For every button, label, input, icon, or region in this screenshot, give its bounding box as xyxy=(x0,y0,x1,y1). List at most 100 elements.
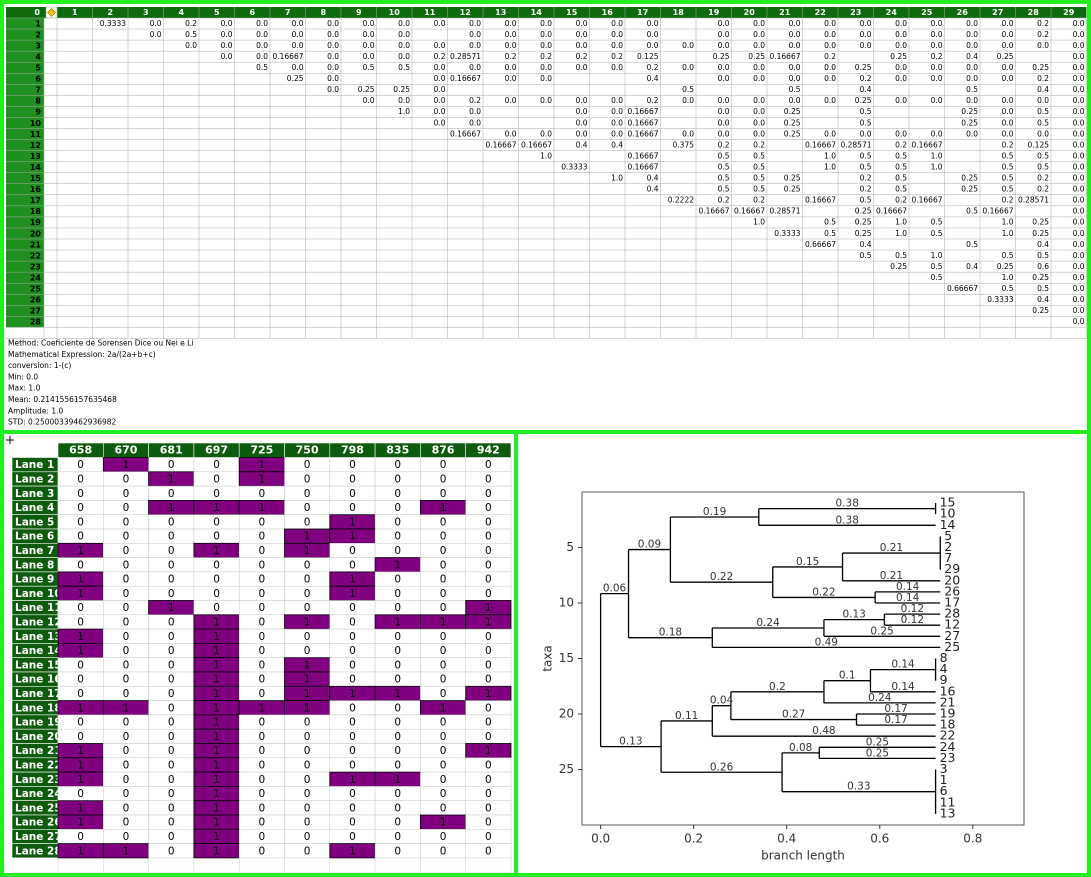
cell-value: 0.0 xyxy=(860,19,872,28)
cell-value: 0 xyxy=(259,516,266,528)
cell-value: 0.2 xyxy=(895,140,907,149)
cell-value: 0.0 xyxy=(753,96,765,105)
cell-value: 0 xyxy=(485,516,492,528)
cell-value: 0.16667 xyxy=(805,140,836,149)
cell-value: 0.5 xyxy=(1037,151,1049,160)
cell-value: 0.0 xyxy=(718,129,730,138)
cell-value: 0.4 xyxy=(860,85,872,94)
y-tick-label: 5 xyxy=(566,540,574,554)
cell-value: 0.4 xyxy=(647,74,659,83)
row-label: 16 xyxy=(30,185,42,194)
cell-value: 1 xyxy=(123,845,130,857)
column-header: 28 xyxy=(1028,8,1040,17)
leaf-label: 2 xyxy=(944,539,952,554)
row-label: 13 xyxy=(30,152,41,161)
cell-value: 0 xyxy=(123,473,130,485)
cell-value: 0.0 xyxy=(505,41,517,50)
cell-value: 0 xyxy=(440,459,447,471)
column-header: 24 xyxy=(886,8,898,17)
cell-value: 0.16667 xyxy=(485,140,516,149)
cell-value: 0.2 xyxy=(753,140,765,149)
cell-value: 1 xyxy=(304,531,311,543)
cell-value: 0.25 xyxy=(961,107,978,116)
lane-label: Lane 20 xyxy=(15,731,62,743)
leaf-label: 22 xyxy=(940,728,956,743)
cell-value: 0 xyxy=(394,588,401,600)
cell-value: 0 xyxy=(440,731,447,743)
cell-value: 0.25 xyxy=(855,229,872,238)
column-header: 2 xyxy=(107,8,113,17)
branch-label: 0.49 xyxy=(815,636,838,648)
cell-value: 0 xyxy=(485,717,492,729)
cell-value: 0.0 xyxy=(256,19,268,28)
cell-value: 0 xyxy=(394,802,401,814)
column-header: 18 xyxy=(673,8,685,17)
cell-value: 0.0 xyxy=(931,19,943,28)
y-tick-label: 10 xyxy=(559,596,574,610)
lane-label: Lane 10 xyxy=(15,588,62,600)
column-header: 12 xyxy=(460,8,471,17)
cell-value: 0.16667 xyxy=(627,118,658,127)
cell-value: 0.0 xyxy=(1073,196,1085,205)
cell-value: 0.4 xyxy=(1037,85,1049,94)
cell-value: 0.375 xyxy=(673,140,695,149)
x-tick-label: 0.8 xyxy=(963,832,982,846)
cell-value: 0 xyxy=(304,817,311,829)
column-header: 658 xyxy=(69,444,92,457)
cell-value: 0 xyxy=(168,731,175,743)
cell-value: 0 xyxy=(77,531,84,543)
cell-value: 0.0 xyxy=(469,41,481,50)
cell-value: 0 xyxy=(77,502,84,514)
cell-value: 0 xyxy=(349,459,356,471)
column-header: 16 xyxy=(602,8,614,17)
cell-value: 0.16667 xyxy=(805,196,836,205)
column-header: 13 xyxy=(495,8,506,17)
cell-value: 0.2 xyxy=(931,52,943,61)
branch-label: 0.08 xyxy=(789,742,812,754)
row-label: 17 xyxy=(30,196,41,205)
cell-value: 0 xyxy=(123,745,130,757)
info-line: Max: 1.0 xyxy=(8,384,41,393)
cell-value: 0.0 xyxy=(540,19,552,28)
lane-label: Lane 12 xyxy=(15,616,62,628)
cell-value: 0 xyxy=(213,473,220,485)
branch-label: 0.14 xyxy=(896,592,920,604)
cell-value: 0.0 xyxy=(434,63,446,72)
lane-label: Lane 14 xyxy=(15,645,62,657)
branch-label: 0.38 xyxy=(836,514,859,526)
cell-value: 1.0 xyxy=(1002,218,1014,227)
cell-value: 0 xyxy=(168,588,175,600)
cell-value: 0.0 xyxy=(576,30,588,39)
branch-label: 0.11 xyxy=(675,710,698,722)
cell-value: 0.0 xyxy=(647,19,659,28)
cell-value: 0 xyxy=(304,745,311,757)
cell-value: 0.0 xyxy=(611,41,623,50)
branch-label: 0.12 xyxy=(901,614,924,626)
leaf-label: 20 xyxy=(944,572,960,587)
cell-value: 1.0 xyxy=(611,174,623,183)
cell-value: 0 xyxy=(77,788,84,800)
cell-value: 0.25 xyxy=(997,52,1014,61)
cell-value: 1 xyxy=(168,602,175,614)
cell-value: 0.0 xyxy=(1073,118,1085,127)
cell-value: 0 xyxy=(394,531,401,543)
cell-value: 0.5 xyxy=(860,162,872,171)
cell-value: 0.5 xyxy=(1037,284,1049,293)
cell-value: 0 xyxy=(259,717,266,729)
cell-value: 0.28571 xyxy=(769,207,800,216)
cell-value: 0 xyxy=(440,774,447,786)
column-header: 14 xyxy=(531,8,543,17)
cell-value: 1 xyxy=(213,702,220,714)
cell-value: 1 xyxy=(349,574,356,586)
cell-value: 0 xyxy=(485,802,492,814)
cell-value: 0.0 xyxy=(860,41,872,50)
cell-value: 0.0 xyxy=(682,129,694,138)
lane-label: Lane 18 xyxy=(15,702,62,714)
cell-value: 1 xyxy=(77,817,84,829)
leaf-label: 4 xyxy=(940,661,948,676)
cell-value: 0 xyxy=(123,759,130,771)
cell-value: 0.2 xyxy=(860,185,872,194)
row-label: 27 xyxy=(30,307,41,316)
cell-value: 0 xyxy=(440,516,447,528)
cell-value: 0 xyxy=(77,559,84,571)
